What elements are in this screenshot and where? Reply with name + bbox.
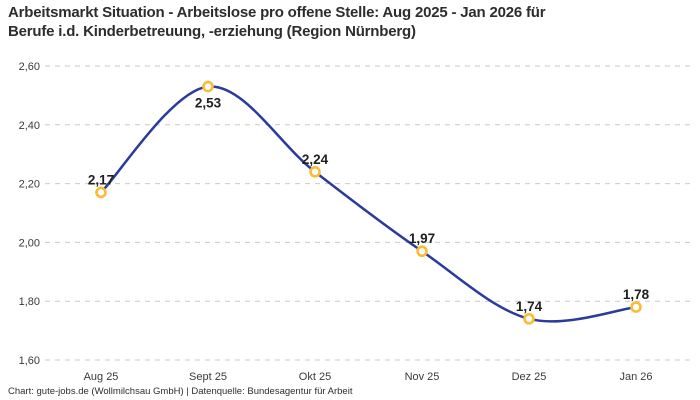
y-axis-tick-label: 2,40: [19, 120, 40, 132]
data-point-label: 2,24: [302, 152, 329, 167]
data-point-label: 2,17: [88, 172, 114, 187]
chart-title: Arbeitsmarkt Situation - Arbeitslose pro…: [8, 3, 684, 41]
data-point-marker[interactable]: [416, 245, 428, 258]
data-point-label: 1,97: [409, 231, 435, 246]
chart-title-line-2: Berufe i.d. Kinderbetreuung, -erziehung …: [8, 23, 416, 40]
x-axis-tick-label: Dez 25: [512, 371, 547, 383]
data-point-marker[interactable]: [630, 301, 642, 313]
x-axis-tick-label: Jan 26: [619, 371, 652, 383]
data-point-label: 1,74: [516, 299, 543, 314]
data-point-label: 1,78: [623, 287, 650, 302]
data-point-marker[interactable]: [309, 166, 321, 178]
y-axis-tick-label: 1,80: [19, 296, 40, 308]
trend-line: [99, 85, 638, 323]
x-axis-tick-label: Aug 25: [84, 371, 119, 383]
x-axis-tick-label: Nov 25: [405, 371, 440, 383]
data-point-label: 2,53: [195, 96, 222, 111]
y-axis-tick-label: 2,60: [19, 61, 40, 73]
data-point-marker[interactable]: [202, 80, 214, 93]
chart-title-line-1: Arbeitsmarkt Situation - Arbeitslose pro…: [8, 4, 546, 21]
y-axis-tick-label: 2,20: [19, 179, 40, 191]
x-axis-tick-label: Sept 25: [189, 371, 227, 383]
y-axis-tick-label: 2,00: [19, 237, 40, 249]
y-axis-tick-label: 1,60: [19, 355, 40, 367]
data-point-marker[interactable]: [95, 186, 107, 199]
x-axis-tick-label: Okt 25: [299, 371, 331, 383]
chart-footer: Chart: gute-jobs.de (Wollmilchsau GmbH) …: [8, 386, 353, 397]
data-point-marker[interactable]: [523, 313, 535, 325]
